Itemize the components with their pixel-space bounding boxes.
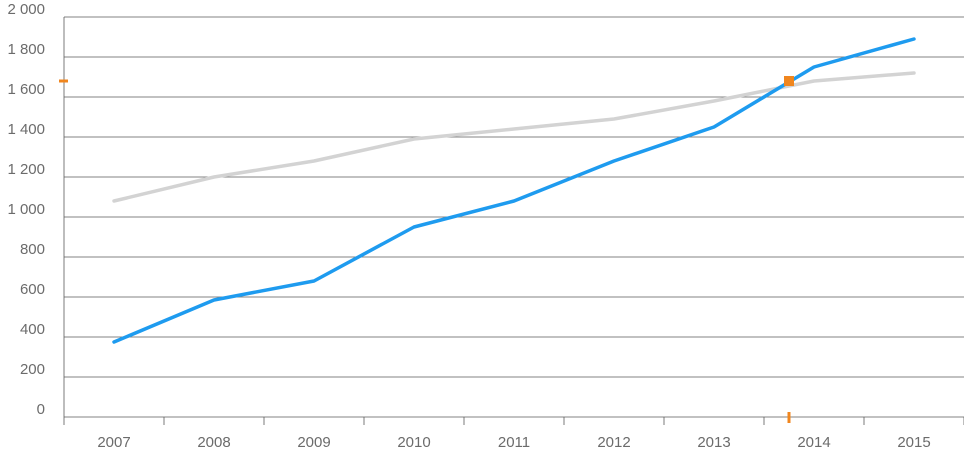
y-axis: 0 200 400 600 800 1 000 1 200 1 400 1 600 1 800 2 … xyxy=(7,1,65,418)
crosshair-marker xyxy=(59,76,794,423)
x-axis-marker-tick xyxy=(787,412,791,423)
x-tick-label: 2007 xyxy=(97,434,130,449)
y-tick-label: 1 800 xyxy=(7,41,45,58)
y-tick-label: 600 xyxy=(20,281,45,298)
y-tick-label: 200 xyxy=(20,361,45,378)
x-tick-label: 2008 xyxy=(197,434,230,449)
marker-point xyxy=(784,76,794,86)
x-axis: 2007 2008 2009 2010 2011 2012 2013 2014 2015 xyxy=(63,417,964,449)
x-tick-label: 2015 xyxy=(897,434,930,449)
y-tick-label: 1 200 xyxy=(7,161,45,178)
x-tick-label: 2013 xyxy=(697,434,730,449)
y-axis-marker-tick xyxy=(59,79,68,83)
x-tick-label: 2010 xyxy=(397,434,430,449)
y-tick-label: 0 xyxy=(37,401,45,418)
y-tick-label: 1 000 xyxy=(7,201,45,218)
y-tick-label: 1 600 xyxy=(7,81,45,98)
y-tick-label: 1 400 xyxy=(7,121,45,138)
y-tick-label: 400 xyxy=(20,321,45,338)
x-tick-label: 2009 xyxy=(297,434,330,449)
series-lines xyxy=(112,37,916,344)
x-tick-label: 2012 xyxy=(597,434,630,449)
grid-lines xyxy=(64,16,964,418)
x-tick-label: 2014 xyxy=(797,434,830,449)
x-tick-label: 2011 xyxy=(498,434,530,449)
y-tick-label: 2 000 xyxy=(7,1,45,18)
series-line-blue xyxy=(112,37,916,344)
y-tick-label: 800 xyxy=(20,241,45,258)
